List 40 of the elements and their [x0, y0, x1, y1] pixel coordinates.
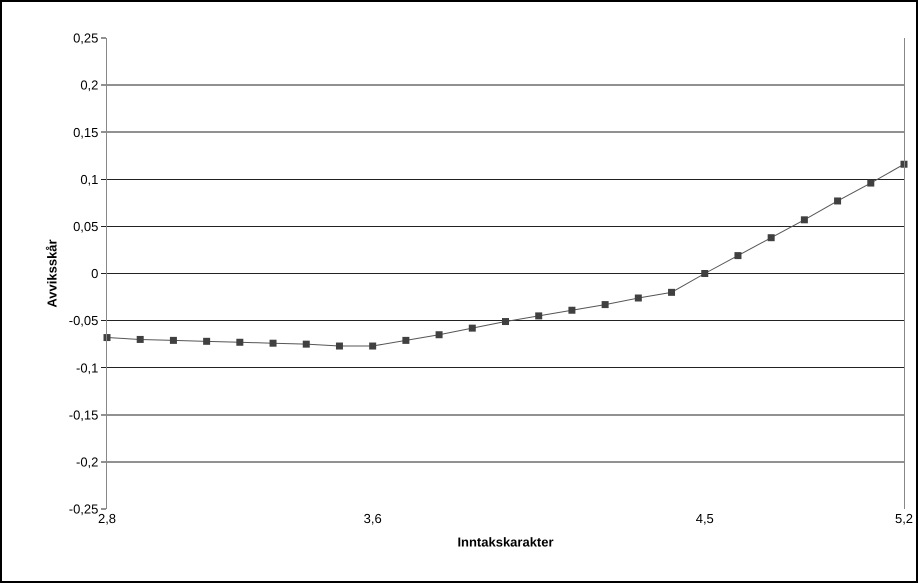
y-tick-label: -0,05 — [68, 313, 98, 328]
x-axis-title: Inntakskarakter — [457, 534, 554, 550]
point — [402, 336, 410, 344]
point — [436, 331, 443, 338]
x-tick-label: 3,6 — [364, 511, 382, 526]
x-tick-label: 2,8 — [98, 511, 116, 526]
point — [568, 306, 576, 314]
x-tick-label: 5,2 — [894, 511, 914, 526]
point — [734, 252, 742, 260]
y-tick-label: 0,15 — [73, 124, 98, 140]
y-tick-label: -0,15 — [68, 407, 98, 422]
point — [535, 312, 542, 320]
point — [834, 197, 842, 204]
point — [336, 342, 343, 350]
point — [170, 336, 177, 344]
point — [668, 288, 676, 296]
point — [701, 270, 708, 277]
point — [136, 336, 144, 343]
y-tick-label: 0 — [91, 266, 98, 282]
y-tick-label: 0,1 — [80, 172, 98, 187]
point — [369, 342, 376, 350]
point — [502, 318, 509, 326]
y-tick-label: 0,2 — [80, 78, 98, 93]
point — [867, 180, 874, 187]
point — [602, 301, 609, 308]
y-axis-title: Avviksskår — [44, 239, 60, 308]
y-tick-label: -0,25 — [68, 502, 98, 517]
point — [634, 294, 642, 302]
point — [236, 338, 244, 346]
point — [468, 324, 476, 332]
y-tick-label: -0,2 — [76, 454, 98, 470]
point — [203, 338, 210, 345]
y-tick-label: 0,05 — [73, 218, 98, 234]
x-tick-label: 4,5 — [696, 511, 714, 526]
y-tick-label: 0,25 — [73, 30, 98, 46]
point — [270, 340, 277, 347]
point — [768, 234, 775, 242]
point — [800, 216, 808, 224]
y-tick-label: -0,1 — [76, 360, 98, 376]
point — [302, 340, 310, 348]
